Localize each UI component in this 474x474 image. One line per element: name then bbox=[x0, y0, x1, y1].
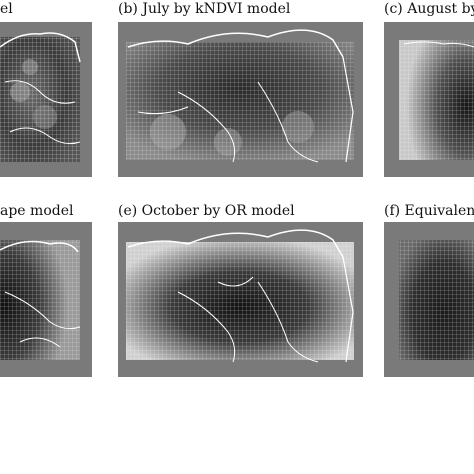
caption-panel-e: (e) October by OR model bbox=[118, 203, 295, 219]
map-b-graphic bbox=[126, 29, 354, 163]
caption-panel-c: (c) August by bbox=[384, 1, 474, 17]
caption-panel-a: el bbox=[0, 1, 13, 17]
caption-panel-b: (b) July by kNDVI model bbox=[118, 1, 291, 17]
map-a-graphic bbox=[0, 32, 81, 162]
map-panel-b bbox=[118, 22, 363, 177]
map-panel-d bbox=[0, 222, 92, 377]
map-panel-f bbox=[384, 222, 474, 377]
caption-panel-f: (f) Equivalence bbox=[384, 203, 474, 219]
caption-panel-d: ape model bbox=[0, 203, 74, 219]
map-panel-e bbox=[118, 222, 363, 377]
map-f-graphic bbox=[399, 240, 474, 360]
map-e-graphic bbox=[126, 229, 354, 363]
map-panel-c bbox=[384, 22, 474, 177]
map-c-graphic bbox=[399, 40, 474, 160]
map-panel-a bbox=[0, 22, 92, 177]
map-d-graphic bbox=[0, 240, 81, 360]
